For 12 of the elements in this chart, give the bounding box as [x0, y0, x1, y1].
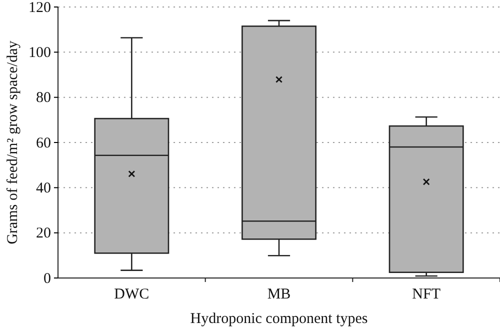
x-tick-label: NFT — [412, 286, 441, 303]
x-tick-label: DWC — [114, 286, 150, 303]
y-tick-label: 60 — [36, 135, 51, 152]
y-tick-label: 80 — [36, 90, 51, 106]
y-tick-label: 100 — [28, 44, 51, 61]
x-tick-label: MB — [267, 286, 291, 303]
y-tick-label: 120 — [28, 0, 51, 16]
y-tick-label: 40 — [36, 180, 51, 196]
y-tick-label: 0 — [44, 270, 51, 287]
x-axis-title: Hydroponic component types — [190, 311, 368, 327]
y-tick-label: 20 — [36, 226, 51, 242]
y-axis-title: Grams of feed/m² grow space/day — [5, 40, 21, 244]
